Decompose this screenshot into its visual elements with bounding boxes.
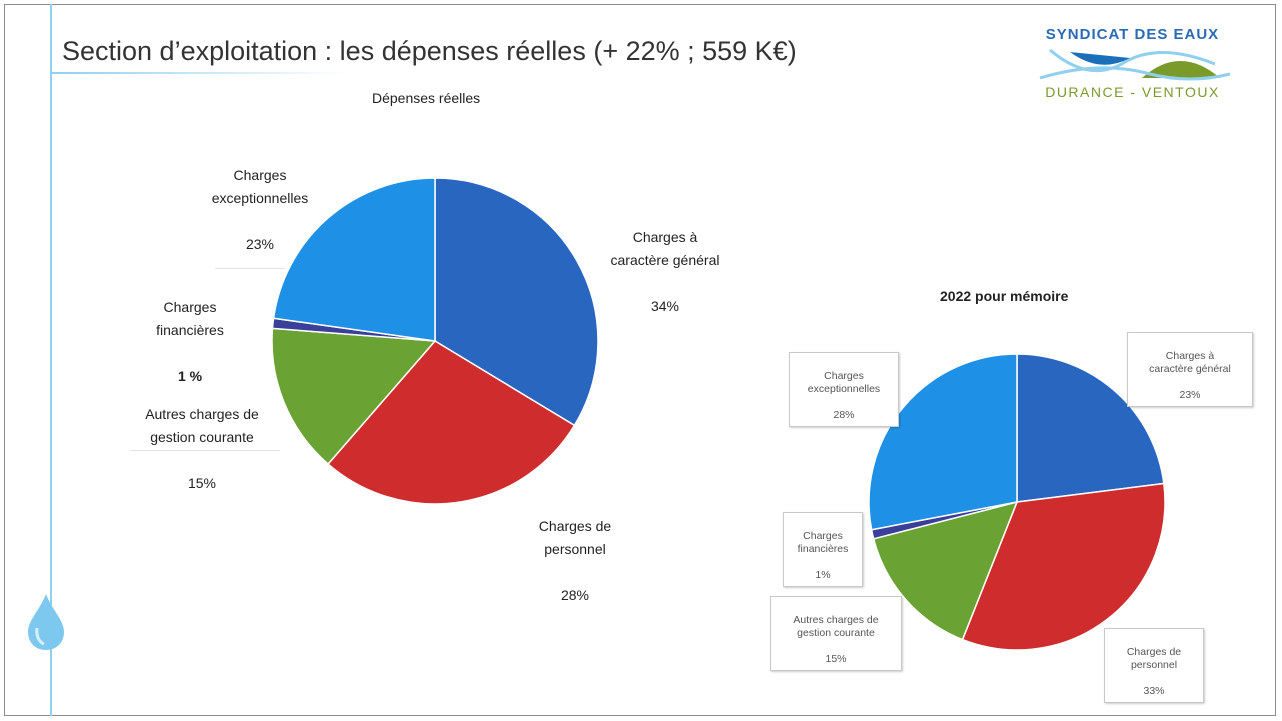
chart-1-title: Dépenses réelles [372, 90, 481, 106]
chart-2-label-personnel-value: 33% [1143, 685, 1165, 697]
chart-1-label-exceptionnelles: Charges exceptionnelles 23% [190, 141, 330, 256]
chart-2-label-financieres-value: 1% [815, 569, 831, 581]
logo-waves-icon [1039, 48, 1231, 81]
slide-title: Section d’exploitation : les dépenses ré… [62, 36, 797, 66]
chart-1-label-personnel-name: Charges de personnel [538, 518, 612, 557]
logo-line-1: SYNDICAT DES EAUX [1045, 26, 1220, 43]
chart-2-slice-general [1016, 353, 1165, 503]
chart-2-label-autres-name: Autres charges de gestion courante [793, 614, 879, 639]
chart-2-label-financieres-name: Charges financières [797, 530, 849, 555]
chart-2-label-exceptionnelles: Charges exceptionnelles 28% [789, 352, 899, 427]
title-underline [50, 72, 350, 74]
chart-1-label-financieres: Charges financières 1 % [125, 273, 255, 388]
chart-1-label-exceptionnelles-value: 23% [245, 236, 275, 252]
chart-1-label-autres-value: 15% [187, 475, 217, 491]
chart-2-slice-personnel [961, 482, 1166, 651]
chart-2-label-personnel-name: Charges de personnel [1126, 646, 1182, 671]
chart-1-label-financieres-value: 1 % [177, 368, 203, 384]
chart-1-pie [271, 177, 599, 505]
chart-1-label-autres: Autres charges de gestion courante 15% [122, 380, 282, 495]
water-drop-icon [28, 594, 64, 650]
chart-2-label-financieres: Charges financières 1% [783, 512, 863, 587]
chart-2-slice-autres [872, 500, 1019, 641]
chart-1-slice-general [434, 177, 599, 427]
chart-1-leader-line [215, 268, 285, 269]
chart-2-label-autres-value: 15% [825, 653, 847, 665]
chart-2-label-autres: Autres charges de gestion courante 15% [770, 596, 902, 671]
chart-1-label-exceptionnelles-name: Charges exceptionnelles [211, 167, 309, 206]
chart-1-label-personnel-value: 28% [560, 587, 590, 603]
chart-2-label-general-value: 23% [1179, 389, 1201, 401]
slide-frame [4, 4, 1276, 716]
chart-2-label-exceptionnelles-value: 28% [833, 409, 855, 421]
decorative-vertical-line [50, 4, 52, 716]
chart-2-pie [868, 353, 1166, 651]
chart-2-label-general: Charges à caractère général 23% [1127, 332, 1253, 407]
logo-line-2: DURANCE - VENTOUX [1045, 84, 1220, 100]
chart-2-label-general-name: Charges à caractère général [1149, 350, 1231, 375]
chart-2-title: 2022 pour mémoire [940, 288, 1069, 304]
chart-1-slice-autres [271, 327, 437, 466]
chart-1-leader-line [130, 450, 280, 451]
chart-2-label-personnel: Charges de personnel 33% [1104, 628, 1204, 703]
chart-2-label-exceptionnelles-name: Charges exceptionnelles [807, 370, 881, 395]
chart-1-slice-exceptionnelles [272, 177, 436, 342]
logo: SYNDICAT DES EAUX DURANCE - VENTOUX [1030, 22, 1235, 106]
chart-1-label-general-name: Charges à caractère général [610, 229, 720, 268]
chart-1-label-general: Charges à caractère général 34% [590, 203, 740, 318]
chart-2-slice-exceptionnelles [868, 353, 1018, 531]
chart-1-label-personnel: Charges de personnel 28% [515, 492, 635, 607]
chart-1-label-financieres-name: Charges financières [156, 299, 224, 338]
chart-1-label-general-value: 34% [650, 298, 680, 314]
chart-1-slice-personnel [327, 340, 576, 505]
chart-1-label-autres-name: Autres charges de gestion courante [145, 406, 259, 445]
